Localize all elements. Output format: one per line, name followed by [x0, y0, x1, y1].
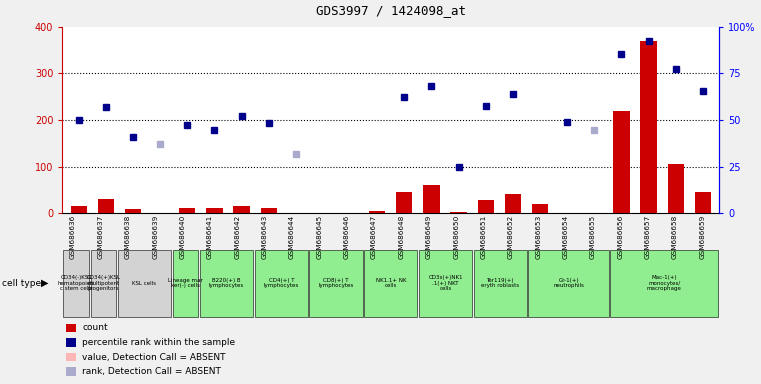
Bar	[179, 207, 196, 213]
Text: Mac-1(+)
monocytes/
macrophage: Mac-1(+) monocytes/ macrophage	[647, 275, 682, 291]
Text: GSM686646: GSM686646	[344, 215, 350, 259]
Bar	[532, 204, 548, 213]
Text: GSM686648: GSM686648	[399, 215, 404, 259]
Bar	[206, 209, 222, 213]
Text: NK1.1+ NK
cells: NK1.1+ NK cells	[375, 278, 406, 288]
Text: CD3s(+)NK1
.1(+) NKT
cells: CD3s(+)NK1 .1(+) NKT cells	[428, 275, 463, 291]
Text: rank, Detection Call = ABSENT: rank, Detection Call = ABSENT	[82, 367, 221, 376]
Text: GSM686636: GSM686636	[70, 215, 76, 259]
Text: Gr-1(+)
neutrophils: Gr-1(+) neutrophils	[553, 278, 584, 288]
Bar	[71, 206, 87, 213]
Text: value, Detection Call = ABSENT: value, Detection Call = ABSENT	[82, 353, 226, 362]
Text: GSM686652: GSM686652	[508, 215, 514, 259]
Text: Lineage mar
ker(-) cells: Lineage mar ker(-) cells	[168, 278, 203, 288]
Text: GDS3997 / 1424098_at: GDS3997 / 1424098_at	[316, 4, 466, 17]
Bar	[260, 207, 277, 213]
Text: GSM686639: GSM686639	[152, 215, 158, 259]
Text: GSM686644: GSM686644	[289, 215, 295, 259]
Text: count: count	[82, 323, 108, 333]
Text: GSM686656: GSM686656	[617, 215, 623, 259]
Bar	[505, 195, 521, 213]
Bar	[695, 192, 711, 213]
Bar	[478, 200, 494, 213]
Text: GSM686659: GSM686659	[699, 215, 705, 259]
Text: GSM686658: GSM686658	[672, 215, 678, 259]
Bar	[613, 111, 629, 213]
Text: GSM686645: GSM686645	[317, 215, 323, 259]
Text: GSM686647: GSM686647	[371, 215, 377, 259]
Bar	[97, 199, 114, 213]
Text: cell type: cell type	[2, 279, 40, 288]
Text: GSM686654: GSM686654	[562, 215, 568, 259]
Text: KSL cells: KSL cells	[132, 281, 157, 286]
Text: B220(+) B
lymphocytes: B220(+) B lymphocytes	[209, 278, 244, 288]
Text: GSM686650: GSM686650	[454, 215, 459, 259]
Bar	[369, 211, 385, 213]
Bar	[125, 209, 141, 213]
Text: GSM686642: GSM686642	[234, 215, 240, 259]
Text: GSM686638: GSM686638	[125, 215, 131, 259]
Text: GSM686649: GSM686649	[426, 215, 431, 259]
Text: GSM686637: GSM686637	[97, 215, 103, 259]
Text: CD34(+)KSL
multipotent
progenitors: CD34(+)KSL multipotent progenitors	[87, 275, 120, 291]
Text: GSM686657: GSM686657	[645, 215, 651, 259]
Bar	[396, 192, 412, 213]
Text: GSM686651: GSM686651	[480, 215, 486, 259]
Text: Ter119(+)
eryth roblasts: Ter119(+) eryth roblasts	[481, 278, 519, 288]
Bar	[641, 41, 657, 213]
Text: GSM686640: GSM686640	[180, 215, 186, 259]
Text: GSM686641: GSM686641	[207, 215, 213, 259]
Text: GSM686655: GSM686655	[590, 215, 596, 259]
Bar	[667, 164, 684, 213]
Text: ▶: ▶	[41, 278, 49, 288]
Bar	[451, 212, 466, 213]
Text: GSM686653: GSM686653	[535, 215, 541, 259]
Text: percentile rank within the sample: percentile rank within the sample	[82, 338, 235, 347]
Bar	[423, 185, 440, 213]
Bar	[234, 206, 250, 213]
Text: GSM686643: GSM686643	[262, 215, 268, 259]
Text: CD8(+) T
lymphocytes: CD8(+) T lymphocytes	[318, 278, 354, 288]
Text: CD4(+) T
lymphocytes: CD4(+) T lymphocytes	[264, 278, 299, 288]
Text: CD34(-)KSL
hematopoieti
c stem cells: CD34(-)KSL hematopoieti c stem cells	[58, 275, 94, 291]
